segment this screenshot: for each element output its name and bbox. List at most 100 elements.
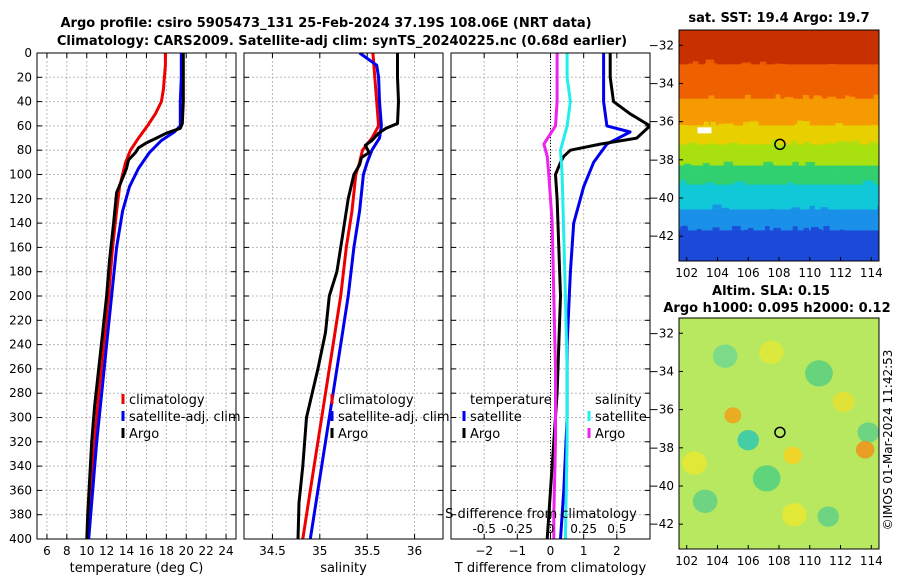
- depth-tick-label: 160: [9, 240, 32, 254]
- salinity-xtick-label: 35.5: [354, 544, 381, 558]
- sst-missing-data: [697, 127, 712, 134]
- sst-noise-pixel: [792, 161, 799, 170]
- sla-anomaly-blob: [832, 391, 855, 413]
- sst-noise-pixel: [814, 232, 825, 239]
- sst-noise-pixel: [846, 96, 856, 103]
- sst-noise-pixel: [837, 141, 846, 148]
- sst-noise-pixel: [770, 139, 779, 144]
- sst-noise-pixel: [759, 127, 769, 132]
- sla-anomaly-blob: [783, 446, 803, 465]
- depth-tick-label: 320: [9, 435, 32, 449]
- sla-anomaly-blob: [817, 506, 839, 527]
- sst-noise-pixel: [764, 226, 770, 234]
- sla-anomaly-blob: [759, 340, 784, 365]
- sla_map-xtick-label: 108: [768, 554, 791, 568]
- temperature-xtick-label: 14: [119, 544, 134, 558]
- sst-noise-pixel: [774, 63, 779, 71]
- sst-noise-pixel: [803, 94, 809, 101]
- sst-noise-pixel: [791, 207, 801, 215]
- temperature-frame: [36, 52, 237, 540]
- sla-anomaly-blob: [692, 489, 718, 513]
- temperature-xtick-label: 24: [218, 544, 233, 558]
- sst-noise-pixel: [748, 166, 753, 173]
- sst_map-xtick-label: 112: [829, 266, 852, 280]
- sst-noise-pixel: [827, 63, 835, 72]
- sst-noise-pixel: [689, 142, 697, 147]
- salinity-diff-tick-label: -0.5: [472, 522, 495, 536]
- difference-xtick-label: 0: [547, 544, 555, 558]
- sst-noise-pixel: [866, 180, 875, 188]
- sst-noise-pixel: [804, 102, 815, 109]
- copyright-stamp: ©IMOS 01-Mar-2024 11:42:53: [881, 350, 895, 531]
- sst-noise-pixel: [762, 230, 771, 238]
- sst-noise-pixel: [703, 121, 709, 128]
- depth-tick-label: 0: [24, 46, 32, 60]
- sst-noise-pixel: [780, 212, 787, 219]
- sst-noise-pixel: [834, 68, 842, 76]
- sst-noise-pixel: [829, 147, 837, 154]
- sla_map-xtick-label: 114: [860, 554, 883, 568]
- sst-noise-pixel: [684, 145, 694, 152]
- sst-noise-pixel: [679, 124, 688, 131]
- sst-noise-pixel: [803, 227, 809, 236]
- sla-anomaly-blob: [752, 465, 781, 492]
- sst-noise-pixel: [786, 146, 791, 154]
- temperature-xtick-label: 22: [199, 544, 214, 558]
- sst-noise-pixel: [731, 226, 741, 232]
- sst-noise-pixel: [763, 161, 773, 169]
- sst-noise-pixel: [813, 96, 823, 103]
- sst_map-ytick-label: −34: [649, 76, 674, 90]
- temperature-legend-item: satellite-adj. clim: [129, 410, 241, 425]
- sst-noise-pixel: [705, 101, 714, 106]
- depth-tick-label: 100: [9, 168, 32, 182]
- sst-noise-pixel: [732, 183, 738, 191]
- sla_map-ytick-label: −42: [649, 517, 674, 531]
- sla_map-xtick-label: 104: [706, 554, 729, 568]
- sst_map-panel: 102 104 106 108 110 112 114 −32 −34 −36 −38 −40 −42: [649, 29, 883, 280]
- sla_map-ytick-label: −36: [649, 403, 674, 417]
- sst-noise-pixel: [720, 207, 729, 215]
- depth-tick-label: 260: [9, 362, 32, 376]
- sst-noise-pixel: [778, 63, 786, 68]
- sst_map-field: [679, 30, 879, 261]
- difference-xtick-label: −1: [508, 544, 526, 558]
- sst-noise-pixel: [816, 146, 822, 155]
- sst-noise-pixel: [835, 123, 843, 129]
- salinity-legend-item: satellite-adj. clim: [338, 410, 450, 425]
- temperature-xtick-label: 6: [43, 544, 51, 558]
- sst_map-xtick-label: 110: [798, 266, 821, 280]
- depth-tick-label: 200: [9, 289, 32, 303]
- legend-t-satellite: satellite: [470, 410, 522, 425]
- salinity-panel: 34.5 35 35.5 36 salinity climatology satellite…: [243, 52, 450, 576]
- legend-s-satellite: satellite: [595, 410, 647, 425]
- sst-noise-pixel: [870, 141, 877, 148]
- sst-noise-pixel: [839, 229, 845, 235]
- difference-series-3: [542, 53, 559, 539]
- sst-noise-pixel: [705, 182, 714, 190]
- sst-noise-pixel: [760, 144, 771, 152]
- sst-noise-pixel: [718, 123, 726, 132]
- salinity-diff-tick-label: -0.25: [502, 522, 533, 536]
- depth-tick-label: 60: [17, 119, 32, 133]
- sst-noise-pixel: [823, 100, 830, 108]
- sla-map-title-line2: Argo h1000: 0.095 h2000: 0.12: [663, 301, 890, 316]
- sla_map-ytick-label: −40: [649, 479, 674, 493]
- sst_map-ytick-label: −36: [649, 115, 674, 129]
- sst-noise-pixel: [739, 234, 748, 242]
- sst_map-xtick-label: 108: [768, 266, 791, 280]
- sst-noise-pixel: [684, 166, 690, 172]
- sst-band: [679, 30, 879, 66]
- sst-noise-pixel: [727, 125, 735, 131]
- sla_map-xtick-label: 106: [737, 554, 760, 568]
- argo-position-marker: [774, 138, 786, 151]
- depth-tick-label: 20: [17, 70, 32, 84]
- difference-xlabel: T difference from climatology: [454, 561, 647, 576]
- temperature-xtick-label: 18: [159, 544, 174, 558]
- depth-tick-label: 140: [9, 216, 32, 230]
- salinity-series-2: [296, 53, 400, 539]
- sst-noise-pixel: [810, 126, 820, 134]
- sst-noise-pixel: [735, 181, 746, 188]
- sla-anomaly-blob: [782, 502, 807, 527]
- salinity-diff-tick-label: 0.5: [607, 522, 626, 536]
